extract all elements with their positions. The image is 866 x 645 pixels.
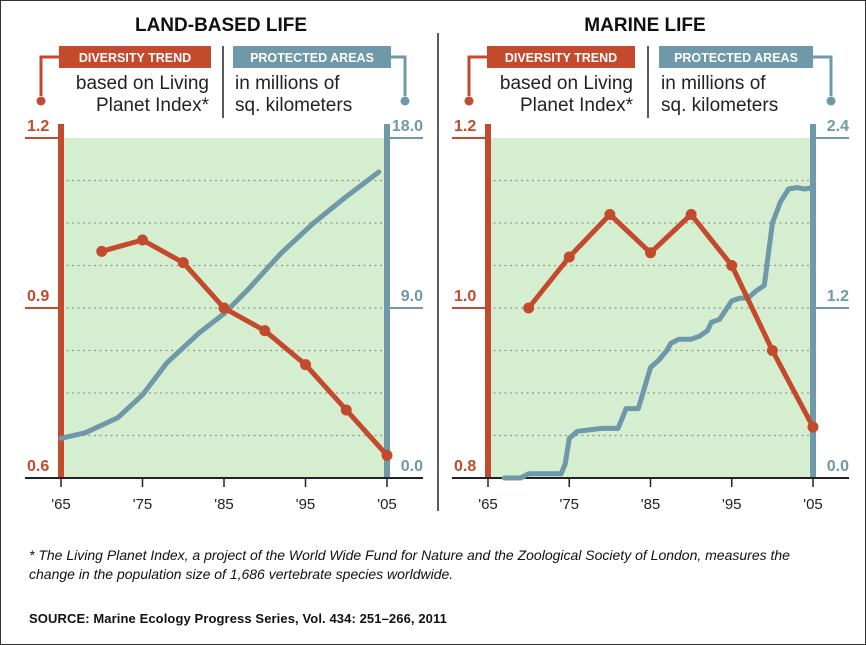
diversity-header-box	[59, 46, 211, 68]
left-tick-label: 0.6	[27, 458, 49, 475]
diversity-point	[340, 404, 352, 416]
left-tick-label: 1.2	[27, 118, 49, 135]
diversity-header-label: DIVERSITY TREND	[79, 51, 191, 65]
diversity-bracket-dot	[464, 96, 474, 106]
diversity-point	[137, 234, 148, 246]
x-tick-label: '05	[803, 496, 823, 513]
right-tick-label: 1.2	[827, 288, 849, 305]
diversity-point	[177, 257, 189, 269]
protected-note-line1: in millions of	[235, 73, 340, 94]
diversity-point	[604, 209, 616, 220]
left-tick-label: 0.9	[27, 288, 49, 305]
protected-header-label: PROTECTED AREAS	[674, 51, 798, 65]
diversity-point	[807, 421, 819, 433]
protected-header-box	[233, 46, 391, 68]
diversity-note-line2: Planet Index*	[96, 95, 210, 116]
right-tick-label: 9.0	[401, 288, 423, 305]
diversity-header-box	[487, 46, 635, 68]
protected-areas-line	[501, 185, 816, 481]
diversity-point	[259, 325, 271, 337]
diversity-point	[96, 245, 108, 257]
chart-title: MARINE LIFE	[584, 15, 705, 36]
diversity-point	[645, 247, 656, 259]
protected-areas-line	[58, 169, 382, 441]
protected-note-line1: in millions of	[661, 73, 766, 94]
x-tick-label: '65	[51, 496, 71, 513]
right-tick-label: 0.0	[827, 458, 849, 475]
chart-panel-1: LAND-BASED LIFE DIVERSITY TREND PROTECTED …	[25, 15, 423, 513]
source-line: SOURCE: Marine Ecology Progress Series, …	[29, 611, 447, 626]
protected-bracket	[813, 55, 833, 96]
left-tick-label: 1.2	[454, 118, 476, 135]
diversity-note-line2: Planet Index*	[520, 95, 634, 116]
x-tick-label: '05	[377, 496, 397, 513]
footnote: * The Living Planet Index, a project of …	[29, 547, 790, 582]
diversity-point	[300, 359, 311, 371]
x-tick-label: '85	[214, 496, 234, 513]
right-tick-label: 2.4	[827, 118, 849, 135]
protected-bracket	[391, 55, 407, 96]
left-tick-label: 1.0	[454, 288, 476, 305]
diversity-bracket-dot	[36, 96, 46, 106]
x-tick-label: '85	[641, 496, 661, 513]
protected-note-line2: sq. kilometers	[235, 95, 352, 116]
right-tick-label: 18.0	[392, 118, 423, 135]
x-tick-label: '75	[559, 496, 579, 513]
diversity-point	[563, 251, 575, 263]
diversity-bracket	[467, 55, 487, 96]
diversity-trend-line	[99, 237, 390, 458]
diversity-bracket	[39, 55, 59, 96]
chart-title: LAND-BASED LIFE	[135, 15, 307, 36]
x-tick-label: '75	[133, 496, 153, 513]
diversity-note-line1: based on Living	[500, 73, 633, 94]
diversity-header-label: DIVERSITY TREND	[505, 51, 617, 65]
diversity-point	[218, 302, 230, 314]
protected-note-line2: sq. kilometers	[661, 95, 778, 116]
protected-bracket-dot	[826, 96, 836, 106]
right-tick-label: 0.0	[401, 458, 423, 475]
chart-panel-2: MARINE LIFE DIVERSITY TREND PROTECTED AREA…	[452, 15, 849, 513]
protected-bracket-dot	[400, 96, 410, 106]
protected-header-label: PROTECTED AREAS	[250, 51, 374, 65]
x-tick-label: '65	[478, 496, 498, 513]
diversity-point	[766, 345, 778, 356]
x-tick-label: '95	[296, 496, 316, 513]
diversity-point	[523, 302, 535, 314]
charts-canvas: LAND-BASED LIFE DIVERSITY TREND PROTECTED …	[25, 15, 849, 513]
x-tick-label: '95	[722, 496, 742, 513]
diversity-point	[726, 260, 738, 271]
diversity-point	[381, 449, 393, 461]
protected-header-box	[659, 46, 813, 68]
left-tick-label: 0.8	[454, 458, 476, 475]
diversity-point	[685, 209, 697, 220]
diversity-trend-line	[526, 212, 816, 430]
diversity-note-line1: based on Living	[76, 73, 209, 94]
